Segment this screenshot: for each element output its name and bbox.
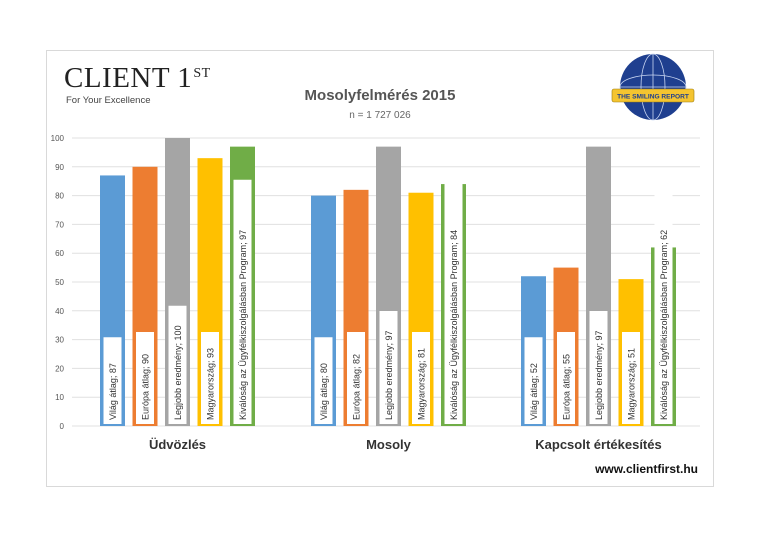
- y-tick-label: 20: [55, 364, 64, 373]
- data-label: Európa átlag; 90: [141, 354, 151, 420]
- data-label: Legjobb eredmény; 97: [594, 330, 604, 420]
- data-label: Világ átlag; 52: [529, 363, 539, 420]
- data-label-box: [379, 311, 398, 424]
- data-label: Kiválóság az Ügyfélkiszolgálásban Progra…: [238, 230, 248, 420]
- category-label: Üdvözlés: [149, 437, 206, 452]
- y-tick-label: 30: [55, 336, 64, 345]
- website-link[interactable]: www.clientfirst.hu: [595, 462, 698, 476]
- y-tick-label: 100: [51, 134, 65, 143]
- data-label: Magyarország; 51: [627, 348, 637, 420]
- y-tick-label: 80: [55, 192, 64, 201]
- data-label-box: [444, 179, 463, 424]
- data-label-box: [557, 332, 575, 424]
- data-label-box: [136, 332, 154, 424]
- client-first-logo: CLIENT 1ST: [64, 62, 211, 94]
- data-label-box: [347, 332, 365, 424]
- y-tick-label: 60: [55, 249, 64, 258]
- data-label-box: [233, 179, 252, 424]
- data-label: Magyarország; 93: [206, 348, 216, 420]
- y-tick-label: 70: [55, 220, 64, 229]
- data-label: Kiválóság az Ügyfélkiszolgálásban Progra…: [659, 230, 669, 420]
- category-label: Kapcsolt értékesítés: [535, 437, 661, 452]
- data-label-box: [654, 179, 673, 424]
- category-label: Mosoly: [366, 437, 412, 452]
- data-label: Európa átlag; 82: [352, 354, 362, 420]
- data-label-box: [589, 311, 608, 424]
- globe-badge-icon: THE SMILING REPORT: [611, 53, 695, 121]
- data-label: Világ átlag; 87: [108, 363, 118, 420]
- data-label-box: [168, 305, 187, 424]
- data-label: Világ átlag; 80: [319, 363, 329, 420]
- y-tick-label: 10: [55, 393, 64, 402]
- y-tick-label: 90: [55, 163, 64, 172]
- y-tick-label: 0: [60, 422, 65, 431]
- data-label-box: [103, 337, 122, 424]
- badge-text: THE SMILING REPORT: [617, 94, 689, 101]
- chart-subtitle: n = 1 727 026: [349, 110, 411, 121]
- data-label-box: [622, 332, 640, 424]
- data-label-box: [201, 332, 219, 424]
- logo-tagline: For Your Excellence: [66, 95, 151, 106]
- chart-title: Mosolyfelmérés 2015: [304, 87, 456, 104]
- data-label: Magyarország; 81: [417, 348, 427, 420]
- data-label: Legjobb eredmény; 100: [173, 325, 183, 420]
- y-tick-label: 40: [55, 307, 64, 316]
- data-label-box: [412, 332, 430, 424]
- y-tick-label: 50: [55, 278, 64, 287]
- data-label: Kiválóság az Ügyfélkiszolgálásban Progra…: [449, 230, 459, 420]
- data-label-box: [314, 337, 333, 424]
- data-label: Legjobb eredmény; 97: [384, 330, 394, 420]
- data-label: Európa átlag; 55: [562, 354, 572, 420]
- data-label-box: [524, 337, 543, 424]
